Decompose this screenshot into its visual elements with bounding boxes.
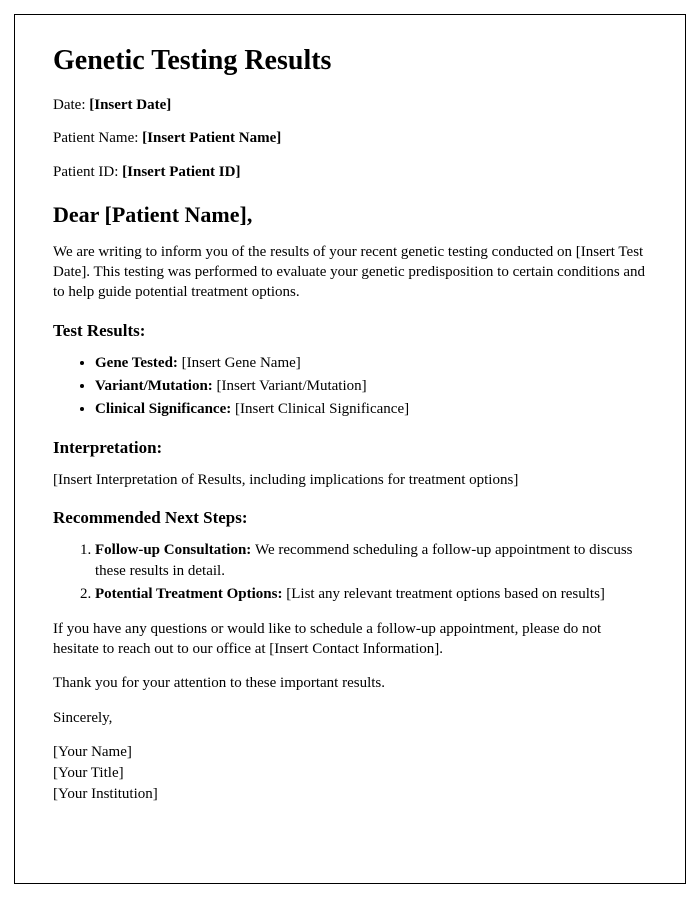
page-title: Genetic Testing Results	[53, 45, 647, 77]
list-item: Variant/Mutation: [Insert Variant/Mutati…	[95, 376, 647, 397]
result-value: [Insert Variant/Mutation]	[217, 378, 367, 394]
meta-date: Date: [Insert Date]	[53, 95, 647, 115]
signature-institution: [Your Institution]	[53, 784, 647, 805]
intro-paragraph: We are writing to inform you of the resu…	[53, 242, 647, 303]
meta-patient-id-label: Patient ID:	[53, 164, 122, 180]
meta-patient-id-value: [Insert Patient ID]	[122, 164, 240, 180]
test-results-list: Gene Tested: [Insert Gene Name] Variant/…	[95, 353, 647, 420]
thanks-paragraph: Thank you for your attention to these im…	[53, 673, 647, 693]
next-steps-heading: Recommended Next Steps:	[53, 508, 647, 528]
signature-title: [Your Title]	[53, 763, 647, 784]
next-steps-list: Follow-up Consultation: We recommend sch…	[95, 540, 647, 605]
list-item: Gene Tested: [Insert Gene Name]	[95, 353, 647, 374]
interpretation-body: [Insert Interpretation of Results, inclu…	[53, 470, 647, 490]
meta-patient-id: Patient ID: [Insert Patient ID]	[53, 162, 647, 182]
result-value: [Insert Clinical Significance]	[235, 401, 409, 417]
step-value: [List any relevant treatment options bas…	[286, 586, 605, 602]
meta-date-label: Date:	[53, 97, 89, 113]
list-item: Follow-up Consultation: We recommend sch…	[95, 540, 647, 582]
step-label: Potential Treatment Options:	[95, 586, 286, 602]
result-value: [Insert Gene Name]	[182, 355, 301, 371]
salutation: Dear [Patient Name],	[53, 202, 647, 228]
meta-patient-name: Patient Name: [Insert Patient Name]	[53, 128, 647, 148]
document-page: Genetic Testing Results Date: [Insert Da…	[14, 14, 686, 884]
result-label: Clinical Significance:	[95, 401, 235, 417]
result-label: Gene Tested:	[95, 355, 182, 371]
signature-name: [Your Name]	[53, 742, 647, 763]
test-results-heading: Test Results:	[53, 321, 647, 341]
meta-patient-name-label: Patient Name:	[53, 130, 142, 146]
step-label: Follow-up Consultation:	[95, 542, 255, 558]
list-item: Clinical Significance: [Insert Clinical …	[95, 399, 647, 420]
meta-date-value: [Insert Date]	[89, 97, 171, 113]
meta-patient-name-value: [Insert Patient Name]	[142, 130, 281, 146]
contact-paragraph: If you have any questions or would like …	[53, 619, 647, 660]
result-label: Variant/Mutation:	[95, 378, 217, 394]
interpretation-heading: Interpretation:	[53, 438, 647, 458]
closing: Sincerely,	[53, 708, 647, 728]
list-item: Potential Treatment Options: [List any r…	[95, 584, 647, 605]
signature-block: [Your Name] [Your Title] [Your Instituti…	[53, 742, 647, 805]
